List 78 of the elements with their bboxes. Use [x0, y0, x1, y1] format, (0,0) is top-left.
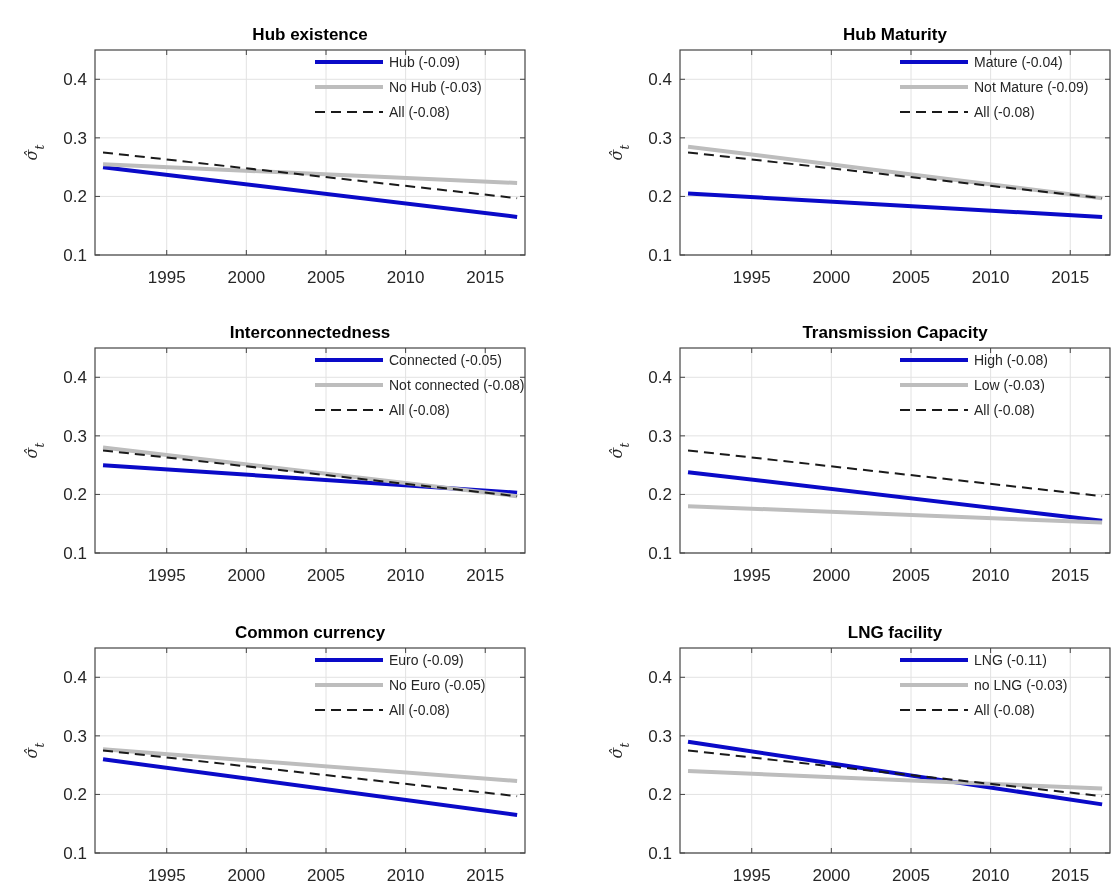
- x-tick-label: 2005: [892, 866, 930, 884]
- y-tick-label: 0.3: [63, 426, 87, 446]
- x-tick-label: 2010: [386, 866, 425, 884]
- x-tick-label: 2015: [1051, 268, 1090, 287]
- x-tick-label: 2000: [812, 866, 851, 884]
- y-tick-label: 0.3: [648, 426, 672, 446]
- y-tick-label: 0.3: [63, 726, 87, 746]
- y-tick-label: 0.1: [63, 843, 87, 863]
- x-tick-label: 2005: [307, 866, 345, 884]
- legend-label: All (-0.08): [974, 103, 1035, 120]
- legend-label: Not Mature (-0.09): [974, 78, 1089, 95]
- x-tick-label: 1995: [732, 566, 771, 585]
- x-tick-label: 2010: [971, 566, 1010, 585]
- x-tick-label: 1995: [732, 268, 771, 287]
- y-tick-label: 0.1: [648, 543, 672, 563]
- y-tick-label: 0.2: [63, 187, 87, 207]
- y-tick-label: 0.4: [63, 668, 87, 688]
- y-tick-label: 0.1: [63, 245, 87, 265]
- y-tick-label: 0.2: [63, 485, 87, 505]
- y-tick-label: 0.2: [648, 485, 672, 505]
- chart-title: LNG facility: [847, 623, 943, 642]
- x-tick-label: 1995: [147, 866, 186, 884]
- x-tick-label: 2010: [971, 268, 1010, 287]
- legend-label: All (-0.08): [389, 103, 450, 120]
- legend-label: All (-0.08): [389, 701, 450, 718]
- x-tick-label: 2010: [386, 566, 425, 585]
- legend-label: Connected (-0.05): [389, 351, 502, 368]
- chart-title: Interconnectedness: [229, 323, 391, 342]
- y-tick-label: 0.2: [648, 187, 672, 207]
- legend-label: All (-0.08): [389, 401, 450, 418]
- y-tick-label: 0.1: [648, 245, 672, 265]
- legend-label: High (-0.08): [974, 351, 1048, 368]
- x-tick-label: 2000: [227, 566, 266, 585]
- legend-label: No Euro (-0.05): [389, 676, 486, 693]
- chart-title: Transmission Capacity: [802, 323, 989, 342]
- y-tick-label: 0.2: [648, 785, 672, 805]
- x-tick-label: 2005: [307, 566, 345, 585]
- x-tick-label: 2005: [307, 268, 345, 287]
- x-tick-label: 2015: [466, 566, 505, 585]
- legend-label: LNG (-0.11): [974, 651, 1047, 668]
- x-tick-label: 2015: [466, 268, 505, 287]
- legend-label: All (-0.08): [974, 401, 1035, 418]
- legend-label: no LNG (-0.03): [974, 676, 1068, 693]
- y-tick-label: 0.3: [648, 726, 672, 746]
- x-tick-label: 2015: [1051, 566, 1090, 585]
- x-tick-label: 1995: [147, 566, 186, 585]
- x-tick-label: 2005: [892, 566, 930, 585]
- x-tick-label: 2000: [812, 268, 851, 287]
- y-tick-label: 0.3: [63, 128, 87, 148]
- x-tick-label: 1995: [147, 268, 186, 287]
- y-tick-label: 0.3: [648, 128, 672, 148]
- y-tick-label: 0.1: [648, 843, 672, 863]
- y-tick-label: 0.4: [648, 70, 672, 90]
- y-tick-label: 0.2: [63, 785, 87, 805]
- y-tick-label: 0.4: [63, 70, 87, 90]
- y-tick-label: 0.4: [648, 668, 672, 688]
- legend-label: Low (-0.03): [974, 376, 1045, 393]
- y-tick-label: 0.1: [63, 543, 87, 563]
- x-tick-label: 2010: [386, 268, 425, 287]
- legend-label: Mature (-0.04): [974, 53, 1063, 70]
- legend-label: Not connected (-0.08): [389, 376, 525, 393]
- chart-title: Hub Maturity: [843, 25, 948, 44]
- x-tick-label: 2015: [1051, 866, 1090, 884]
- chart-title: Hub existence: [252, 25, 368, 44]
- x-tick-label: 2000: [227, 866, 266, 884]
- x-tick-label: 2010: [971, 866, 1010, 884]
- legend-label: Euro (-0.09): [389, 651, 464, 668]
- x-tick-label: 2005: [892, 268, 930, 287]
- legend-label: All (-0.08): [974, 701, 1035, 718]
- y-tick-label: 0.4: [63, 368, 87, 388]
- x-tick-label: 1995: [732, 866, 771, 884]
- legend-label: No Hub (-0.03): [389, 78, 482, 95]
- x-tick-label: 2000: [227, 268, 266, 287]
- legend-label: Hub (-0.09): [389, 53, 460, 70]
- x-tick-label: 2000: [812, 566, 851, 585]
- chart-title: Common currency: [234, 623, 386, 642]
- y-tick-label: 0.4: [648, 368, 672, 388]
- x-tick-label: 2015: [466, 866, 505, 884]
